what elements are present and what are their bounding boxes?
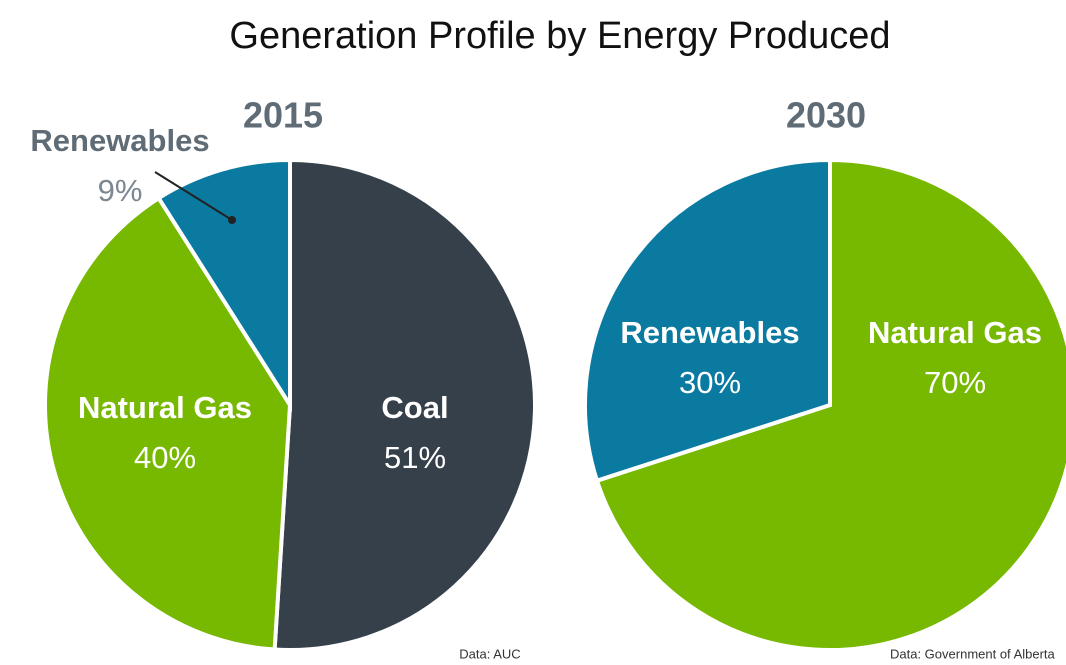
slice-label: Natural Gas [78, 390, 252, 425]
pie-title: 2015 [243, 95, 323, 136]
source-note: Data: AUC [459, 646, 520, 661]
slice-label: Coal [381, 390, 448, 425]
slice-value: 9% [98, 173, 143, 208]
pie-title: 2030 [786, 95, 866, 136]
slice-label: Renewables [30, 123, 209, 158]
chart-title: Generation Profile by Energy Produced [229, 15, 890, 57]
pie-slice [272, 157, 537, 652]
pie-slice [155, 157, 292, 412]
slice-value: 30% [679, 365, 741, 400]
slice-label: Natural Gas [868, 315, 1042, 350]
leader-dot [228, 216, 236, 224]
slice-label: Renewables [620, 315, 799, 350]
leader-line [154, 171, 233, 221]
pie-slice [583, 157, 832, 484]
slice-value: 70% [924, 365, 986, 400]
source-note: Data: Government of Alberta [890, 646, 1056, 661]
slice-value: 51% [384, 440, 446, 475]
slice-value: 40% [134, 440, 196, 475]
